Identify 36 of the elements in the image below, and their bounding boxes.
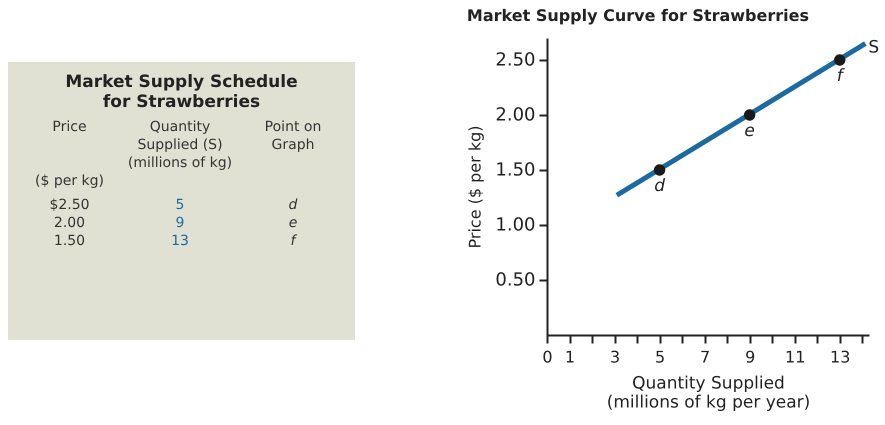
chart-title: Market Supply Curve for Strawberries	[466, 6, 809, 25]
y-tick-label: 1.50	[495, 160, 536, 180]
text: Price ($ per kg)	[35, 119, 104, 189]
point	[834, 54, 846, 66]
text: $2.50	[48, 196, 91, 214]
text: Market Supply Schedule for Strawberries	[64, 72, 299, 112]
annotation: d	[654, 176, 666, 196]
y-tick-label: 2.00	[495, 104, 536, 126]
x-tick-label: 3	[610, 348, 620, 366]
y-tick-label: 0.50	[495, 270, 536, 290]
text: 13	[170, 232, 190, 250]
x-tick-label: 1	[564, 348, 576, 366]
text: Quantity Supplied (S) (millions of kg)	[126, 118, 234, 173]
x-axis-title: Quantity Supplied (millions of kg per year)	[606, 374, 810, 412]
x-tick-label: 0	[542, 348, 553, 366]
point	[654, 164, 666, 176]
text: 5	[174, 196, 186, 214]
point	[744, 109, 756, 121]
y-tick-label: 2.50	[495, 50, 536, 70]
annotation: f	[836, 66, 846, 86]
text: d	[288, 196, 298, 214]
x-tick-label: 11	[785, 348, 806, 366]
text: 1.50	[52, 232, 86, 250]
y-tick-label: 1.00	[495, 214, 536, 236]
x-tick-label: 5	[654, 348, 666, 366]
text: 9	[174, 214, 186, 232]
text: Point on Graph	[264, 118, 322, 155]
y-axis-title: Price ($ per kg)	[465, 126, 484, 248]
x-tick-label: 13	[830, 348, 850, 366]
annotation: e	[744, 121, 755, 141]
x-tick-label: 9	[745, 348, 756, 366]
text: e	[288, 214, 298, 232]
x-tick-label: 7	[700, 348, 710, 366]
series-label: S	[868, 38, 880, 58]
text: 2.00	[52, 214, 86, 232]
text: f	[290, 232, 298, 250]
